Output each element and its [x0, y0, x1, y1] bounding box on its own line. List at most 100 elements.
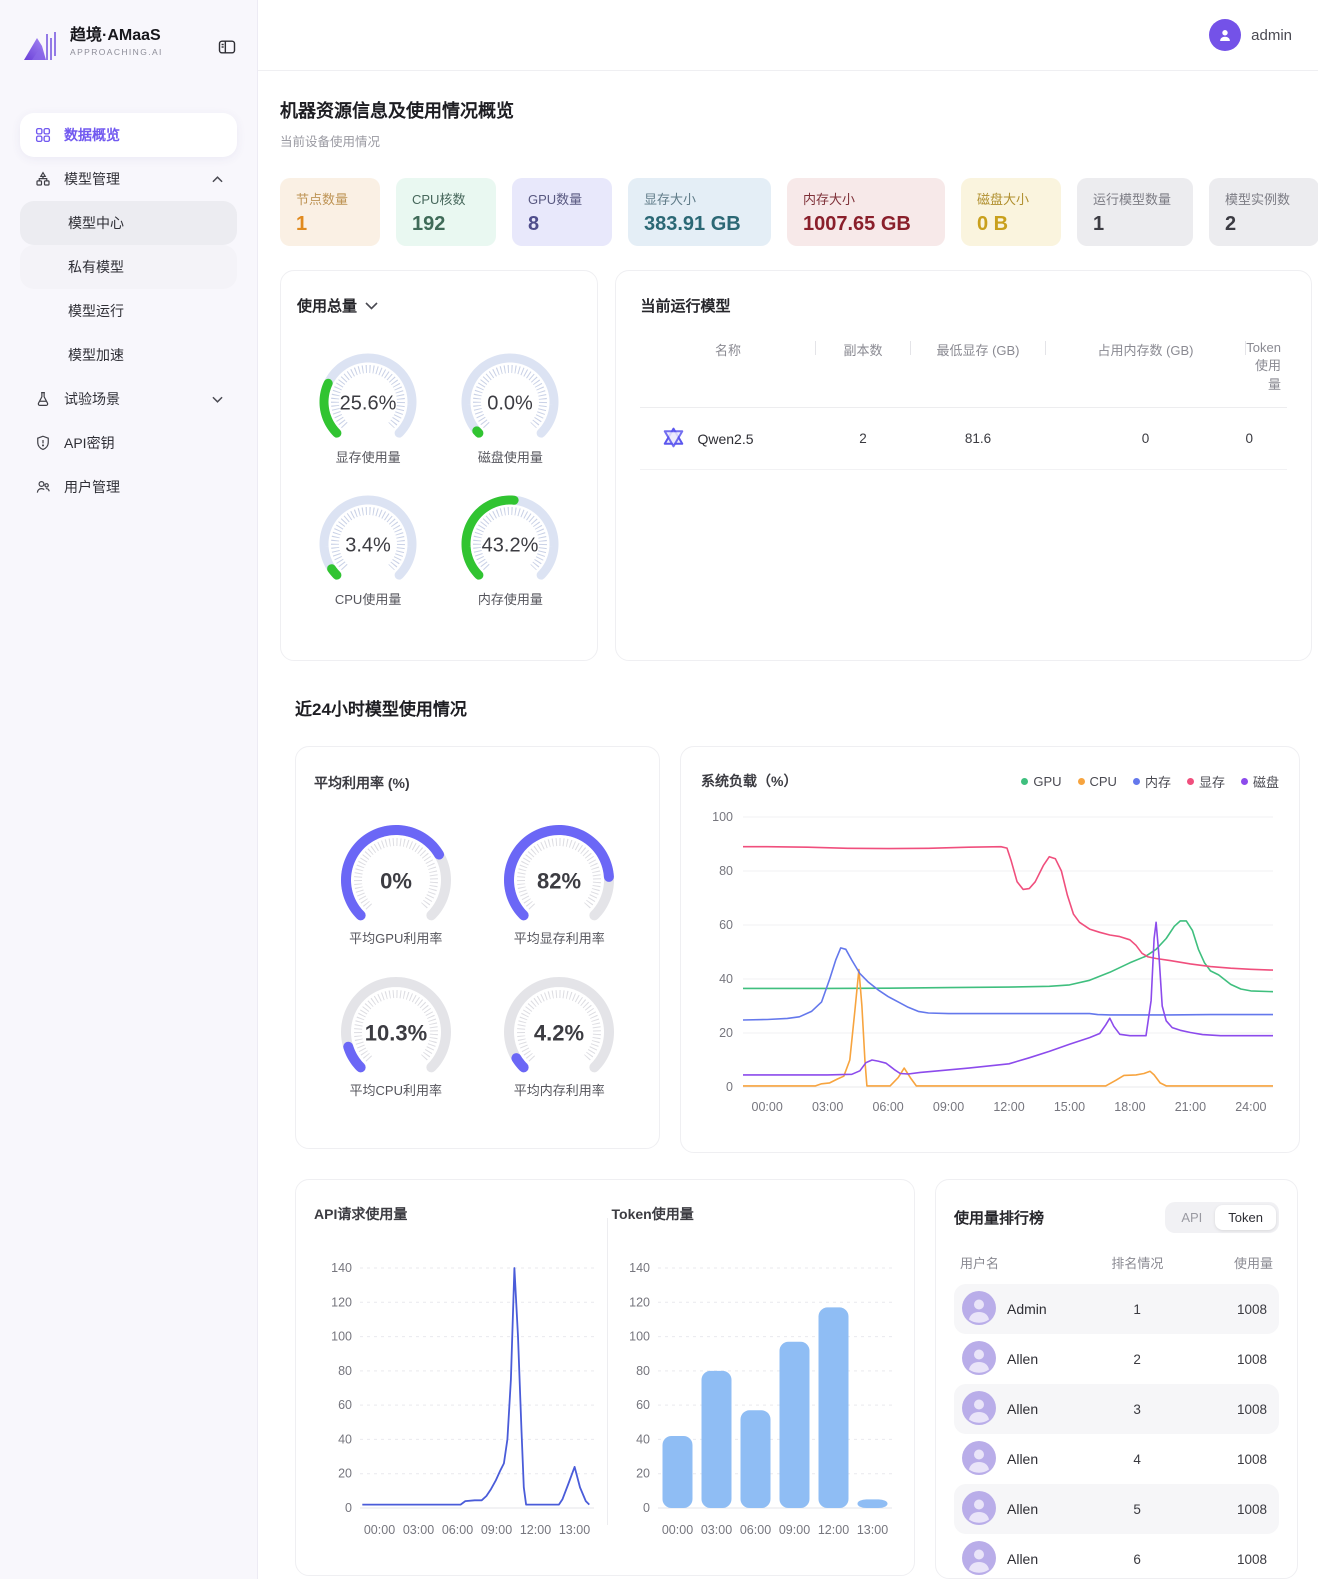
stat-card-label: 节点数量	[296, 192, 349, 207]
svg-text:80: 80	[719, 864, 733, 878]
user-avatar-icon	[962, 1390, 996, 1428]
sidebar-item-private-models[interactable]: 私有模型	[20, 245, 237, 289]
svg-text:12:00: 12:00	[817, 1523, 848, 1537]
svg-text:03:00: 03:00	[403, 1523, 434, 1537]
system-load-card: 系统负载（%） GPU CPU 内存 显存 磁盘 0 20 40 60 80 100 00:00 03…	[680, 746, 1300, 1153]
toggle-option-api[interactable]: API	[1181, 1210, 1203, 1225]
ranking-title: 使用量排行榜	[954, 1210, 1045, 1227]
svg-text:00:00: 00:00	[661, 1523, 692, 1537]
stat-card-label: 内存大小	[803, 192, 856, 207]
model-table-header: 名称 副本数 最低显存 (GB) 占用内存数 (GB) Token使用量	[640, 340, 1287, 408]
legend-item-GPU[interactable]: GPU	[1021, 772, 1062, 791]
legend-item-磁盘[interactable]: 磁盘	[1240, 772, 1279, 791]
model-table-row[interactable]: Qwen2.5 2 81.6 0 0	[640, 408, 1287, 470]
sidebar-item-api-keys[interactable]: API密钥	[20, 421, 237, 465]
svg-text:40: 40	[636, 1432, 650, 1446]
stat-card: 节点数量 1	[280, 178, 380, 246]
ranking-col-usage: 使用量	[1233, 1256, 1273, 1271]
brand-subtitle: APPROACHING.AI	[70, 47, 163, 58]
legend-label: GPU	[1033, 773, 1062, 789]
panel-divider	[606, 1218, 608, 1525]
ranking-user-cell: Allen	[962, 1440, 1086, 1478]
model-table-cell: 2	[859, 431, 867, 446]
sidebar-item-overview[interactable]: 数据概览	[20, 113, 237, 157]
ranking-user-cell: Admin	[962, 1290, 1086, 1328]
qwen-logo	[662, 426, 685, 452]
stat-card-value: 2	[1225, 213, 1237, 235]
user-avatar-icon	[962, 1540, 996, 1578]
sidebar-item-model-run[interactable]: 模型运行	[20, 289, 237, 333]
legend-item-内存[interactable]: 内存	[1132, 772, 1171, 791]
svg-text:10.3%: 10.3%	[365, 1020, 427, 1045]
svg-text:20: 20	[719, 1026, 733, 1040]
svg-text:12:00: 12:00	[993, 1100, 1024, 1114]
stat-card-value: 0 B	[977, 213, 1009, 235]
legend-dot	[1240, 777, 1248, 785]
svg-text:13:00: 13:00	[559, 1523, 590, 1537]
legend-label: 内存	[1144, 774, 1171, 790]
legend-item-显存[interactable]: 显存	[1186, 772, 1225, 791]
ranking-usage: 1008	[1236, 1351, 1267, 1367]
ranking-rank: 4	[1133, 1451, 1141, 1467]
token-usage-chart: 0 20 40 60 80 100 120 140 00:00 03:00 06:00 09:00 12…	[612, 1224, 901, 1559]
model-table-cell: 81.6	[964, 431, 992, 446]
svg-text:100: 100	[712, 810, 733, 824]
stat-card-value: 383.91 GB	[644, 213, 741, 235]
svg-text:40: 40	[338, 1432, 352, 1446]
sidebar-collapse-icon[interactable]	[217, 37, 237, 62]
sidebar-item-model-center[interactable]: 模型中心	[20, 201, 237, 245]
gauge: 43.2% 内存使用量	[452, 492, 568, 608]
gauge: 4.2% 平均内存利用率	[495, 975, 623, 1099]
gauge-label: 平均CPU利用率	[349, 1083, 442, 1098]
ranking-header: 用户名 排名情况 使用量	[954, 1253, 1279, 1272]
sidebar-item-label: 模型加速	[68, 347, 124, 363]
svg-text:100: 100	[331, 1330, 352, 1344]
stat-card: 运行模型数量 1	[1077, 178, 1193, 246]
svg-text:140: 140	[331, 1261, 352, 1275]
ranking-usage: 1008	[1236, 1551, 1267, 1567]
ranking-user-cell: Allen	[962, 1340, 1086, 1378]
flask-icon	[34, 390, 52, 408]
svg-text:0%: 0%	[380, 868, 412, 893]
svg-text:09:00: 09:00	[933, 1100, 964, 1114]
sidebar-item-model-acceleration[interactable]: 模型加速	[20, 333, 237, 377]
stat-card-row: 节点数量 1 CPU核数 192 GPU数量 8 显存大小 383.91 GB 内存大小 1007…	[280, 178, 1318, 246]
avg-utilization-card: 平均利用率 (%) 0% 平均GPU利用率 82% 平均显存利用率 10.3% 平均CPU…	[295, 746, 660, 1149]
ranking-user-cell: Allen	[962, 1390, 1086, 1428]
svg-text:43.2%: 43.2%	[482, 535, 539, 557]
legend-label: 显存	[1198, 774, 1225, 790]
legend-item-CPU[interactable]: CPU	[1077, 772, 1117, 791]
ranking-row: Allen 6 1008	[954, 1534, 1279, 1579]
total-usage-card: 使用总量 25.6% 显存使用量 0.0% 磁盘使用量 3.4% CPU使用量 43.2% 内…	[280, 270, 599, 661]
legend-label: CPU	[1089, 773, 1117, 789]
ranking-username: Allen	[1007, 1401, 1039, 1417]
svg-text:06:00: 06:00	[872, 1100, 903, 1114]
svg-text:20: 20	[338, 1467, 352, 1481]
stat-card: CPU核数 192	[396, 178, 496, 246]
model-table-col-header: 副本数	[815, 340, 910, 393]
svg-text:06:00: 06:00	[739, 1523, 770, 1537]
stat-card-value: 1007.65 GB	[803, 213, 911, 235]
svg-text:24:00: 24:00	[1235, 1100, 1266, 1114]
gauge-label: 平均内存利用率	[513, 1083, 605, 1098]
toggle-option-token[interactable]: Token	[1215, 1205, 1276, 1230]
svg-text:80: 80	[636, 1364, 650, 1378]
sidebar-item-model-management[interactable]: 模型管理	[20, 157, 237, 201]
user-avatar-icon	[962, 1340, 996, 1378]
model-name: Qwen2.5	[697, 430, 754, 447]
user-avatar[interactable]	[1209, 19, 1242, 51]
stat-card-label: 运行模型数量	[1093, 192, 1172, 207]
ranking-usage: 1008	[1236, 1451, 1267, 1467]
brand-text: 趋境·AMaaS APPROACHING.AI	[70, 26, 163, 57]
gauge-label: CPU使用量	[334, 592, 402, 607]
svg-text:120: 120	[629, 1295, 650, 1309]
chevron-down-icon[interactable]	[365, 297, 378, 314]
sidebar: 趋境·AMaaS APPROACHING.AI 数据概览 模型管理 模型中心 私有模型…	[0, 0, 258, 1579]
sidebar-item-user-management[interactable]: 用户管理	[20, 465, 237, 509]
avg-utilization-title: 平均利用率 (%)	[314, 775, 410, 791]
svg-text:3.4%: 3.4%	[345, 535, 391, 557]
api-requests-panel: API请求使用量 0 20 40 60 80 100 120 140 00:00 03:00 06:…	[314, 1204, 603, 1565]
sidebar-item-playground[interactable]: 试验场景	[20, 377, 237, 421]
model-table-col-header: Token使用量	[1245, 340, 1287, 393]
legend-label: 磁盘	[1252, 774, 1279, 790]
